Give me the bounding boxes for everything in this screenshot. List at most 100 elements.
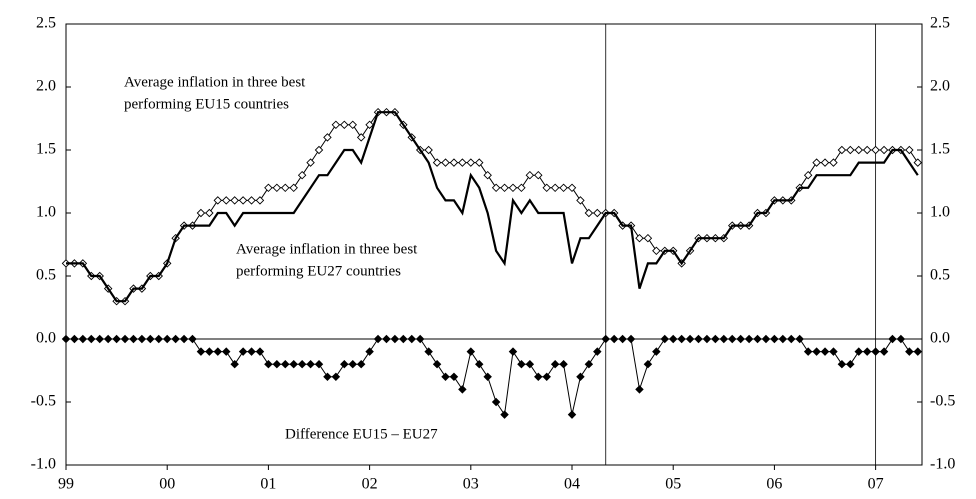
point-marker (87, 334, 96, 344)
point-marker (323, 372, 332, 382)
point-marker (356, 359, 366, 369)
point-marker (508, 347, 518, 356)
point-marker (331, 372, 341, 382)
point-marker (230, 359, 239, 369)
point-marker (609, 334, 619, 344)
point-marker (306, 359, 315, 369)
point-marker (205, 347, 214, 356)
x-tick-label: 07 (868, 476, 884, 493)
point-marker (255, 196, 265, 205)
point-marker (559, 183, 568, 193)
y2-tick-label: 0.0 (930, 330, 950, 347)
point-marker (137, 334, 147, 344)
point-marker (584, 359, 594, 369)
point-marker (550, 183, 560, 193)
point-marker (424, 347, 433, 356)
x-tick-label: 06 (766, 476, 782, 493)
point-marker (221, 347, 231, 356)
point-marker (129, 334, 138, 344)
point-marker (812, 158, 821, 167)
point-marker (660, 334, 670, 344)
plot-frame (65, 23, 923, 466)
point-marker (719, 334, 729, 344)
point-marker (458, 385, 467, 394)
point-marker (567, 410, 577, 419)
annotation: Average inflation in three best (236, 241, 418, 257)
point-marker (120, 334, 130, 344)
point-marker (238, 196, 248, 205)
point-marker (525, 170, 535, 180)
x-tick-label: 05 (665, 476, 681, 493)
x-tick-label: 00 (159, 476, 175, 493)
point-marker (685, 334, 695, 344)
y-tick-label: 2.0 (36, 78, 56, 95)
point-marker (618, 334, 627, 344)
point-marker (432, 158, 442, 167)
point-marker (331, 120, 341, 130)
annotation: performing EU27 countries (236, 263, 401, 279)
point-marker (517, 359, 526, 369)
point-marker (542, 372, 551, 382)
point-marker (643, 359, 653, 369)
point-marker (458, 158, 467, 167)
point-marker (247, 196, 256, 205)
point-marker (576, 196, 585, 205)
point-marker (829, 158, 838, 167)
point-marker (348, 120, 357, 130)
point-marker (390, 334, 400, 344)
point-marker (500, 410, 509, 419)
point-marker (340, 359, 349, 369)
point-marker (466, 158, 476, 167)
point-marker (399, 334, 408, 344)
point-marker (677, 334, 686, 344)
point-marker (162, 334, 172, 344)
point-marker (289, 359, 298, 369)
point-marker (736, 334, 745, 344)
y-tick-label: -1.0 (31, 456, 56, 473)
point-marker (550, 359, 560, 369)
annotation: Average inflation in three best (124, 74, 306, 90)
point-marker (525, 359, 535, 369)
point-marker (112, 334, 121, 344)
point-marker (306, 158, 315, 167)
point-marker (576, 372, 585, 382)
point-marker (626, 334, 636, 344)
point-marker (281, 359, 290, 369)
x-tick-label: 02 (362, 476, 378, 493)
y-tick-label: 1.0 (36, 204, 56, 221)
point-marker (643, 233, 653, 243)
point-marker (770, 334, 779, 344)
point-marker (247, 347, 256, 356)
point-marker (297, 359, 307, 369)
y-tick-label: 2.5 (36, 15, 56, 32)
point-marker (542, 183, 551, 193)
point-marker (264, 183, 273, 193)
point-marker (593, 208, 602, 218)
y2-tick-label: 1.0 (930, 204, 950, 221)
point-marker (61, 334, 71, 344)
point-marker (415, 334, 425, 344)
point-marker (188, 334, 197, 344)
point-marker (491, 183, 501, 193)
point-marker (95, 334, 104, 344)
point-marker (449, 372, 459, 382)
point-marker (264, 359, 273, 369)
point-marker (466, 347, 476, 356)
point-marker (230, 196, 239, 205)
point-marker (744, 334, 754, 344)
point-marker (213, 347, 223, 356)
point-marker (289, 183, 298, 193)
point-marker (424, 145, 433, 155)
point-marker (753, 334, 762, 344)
point-marker (171, 334, 180, 344)
point-marker (905, 145, 914, 155)
point-marker (255, 347, 265, 356)
point-marker (356, 133, 366, 142)
point-marker (517, 183, 526, 193)
annotation: Difference EU15 – EU27 (285, 426, 438, 442)
series-line (66, 111, 919, 302)
point-marker (323, 133, 332, 142)
point-marker (534, 170, 543, 180)
point-marker (281, 183, 290, 193)
point-marker (407, 334, 417, 344)
